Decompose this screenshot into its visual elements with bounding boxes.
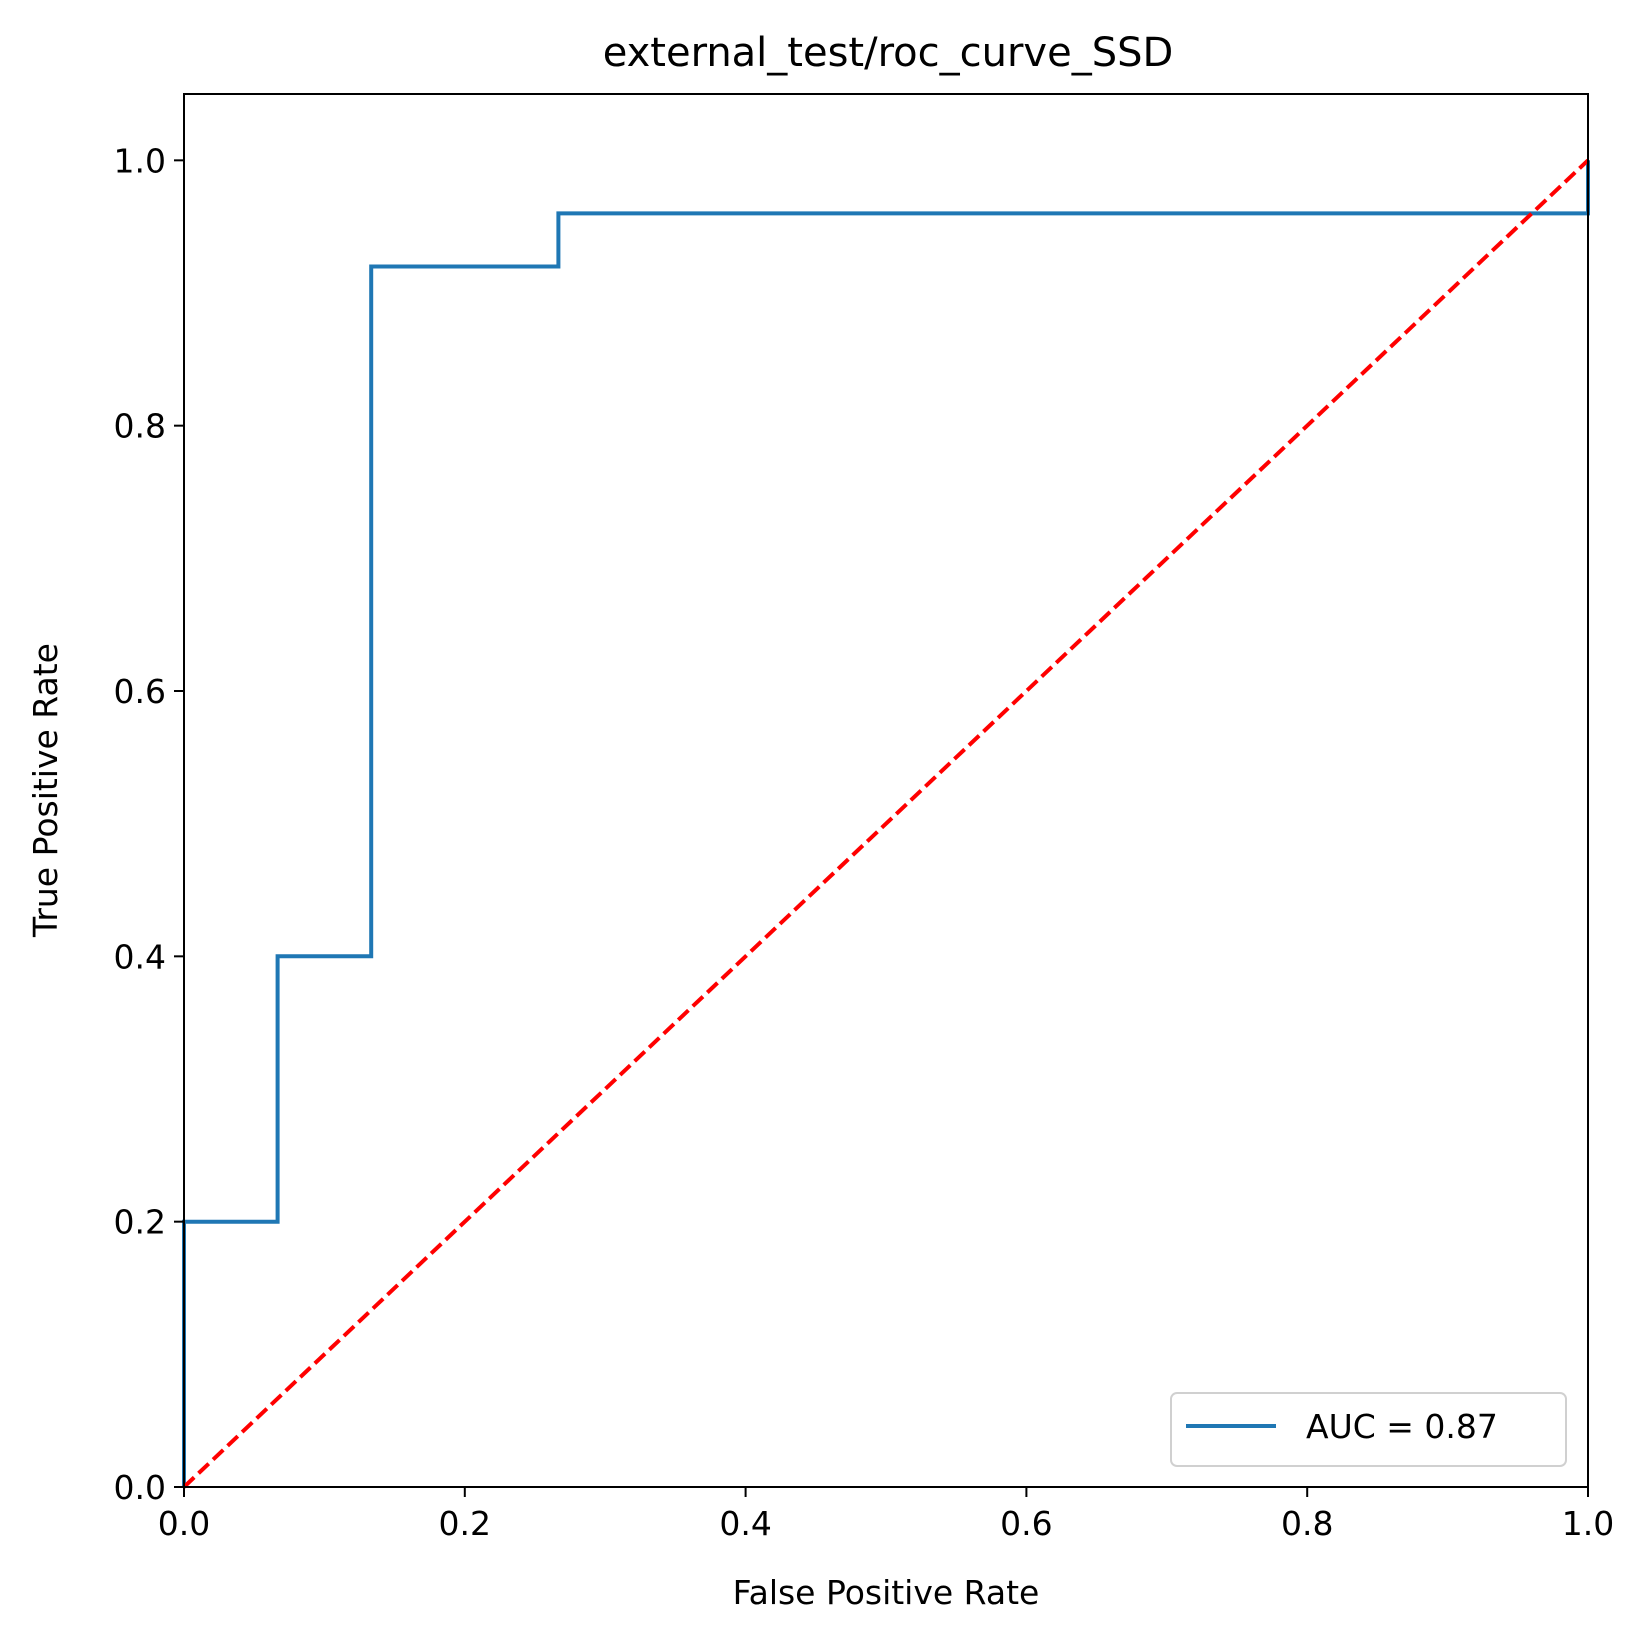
y-tick-label: 0.6 [114,672,166,711]
y-axis-label: True Positive Rate [26,643,65,938]
plot-area [182,158,1590,1489]
y-tick-label: 0.2 [114,1203,166,1242]
x-tick-label: 0.8 [1281,1504,1333,1543]
x-tick-label: 0.4 [719,1504,771,1543]
chart-title: external_test/roc_curve_SSD [603,30,1174,76]
legend-box [1170,1392,1567,1467]
axes-frame [183,93,1589,1488]
x-tick-label: 0.0 [158,1504,210,1543]
x-tick-label: 0.6 [1000,1504,1052,1543]
roc-curve-line [182,160,1590,1487]
x-tick-label: 0.2 [439,1504,491,1543]
y-tick-label: 0.8 [114,407,166,446]
axis-ticks: 0.0 0.2 0.4 0.6 0.8 1.0 0.0 0.2 0.4 0.6 0.8 1.0 [114,141,1615,1543]
x-tick-label: 1.0 [1562,1504,1614,1543]
legend: AUC = 0.87 [1170,1392,1567,1467]
legend-label: AUC = 0.87 [1306,1407,1498,1446]
chance-diagonal-line [182,158,1590,1489]
x-axis-label: False Positive Rate [733,1573,1040,1612]
y-tick-label: 1.0 [114,141,166,180]
y-tick-label: 0.4 [114,937,166,976]
y-tick-label: 0.0 [114,1468,166,1507]
